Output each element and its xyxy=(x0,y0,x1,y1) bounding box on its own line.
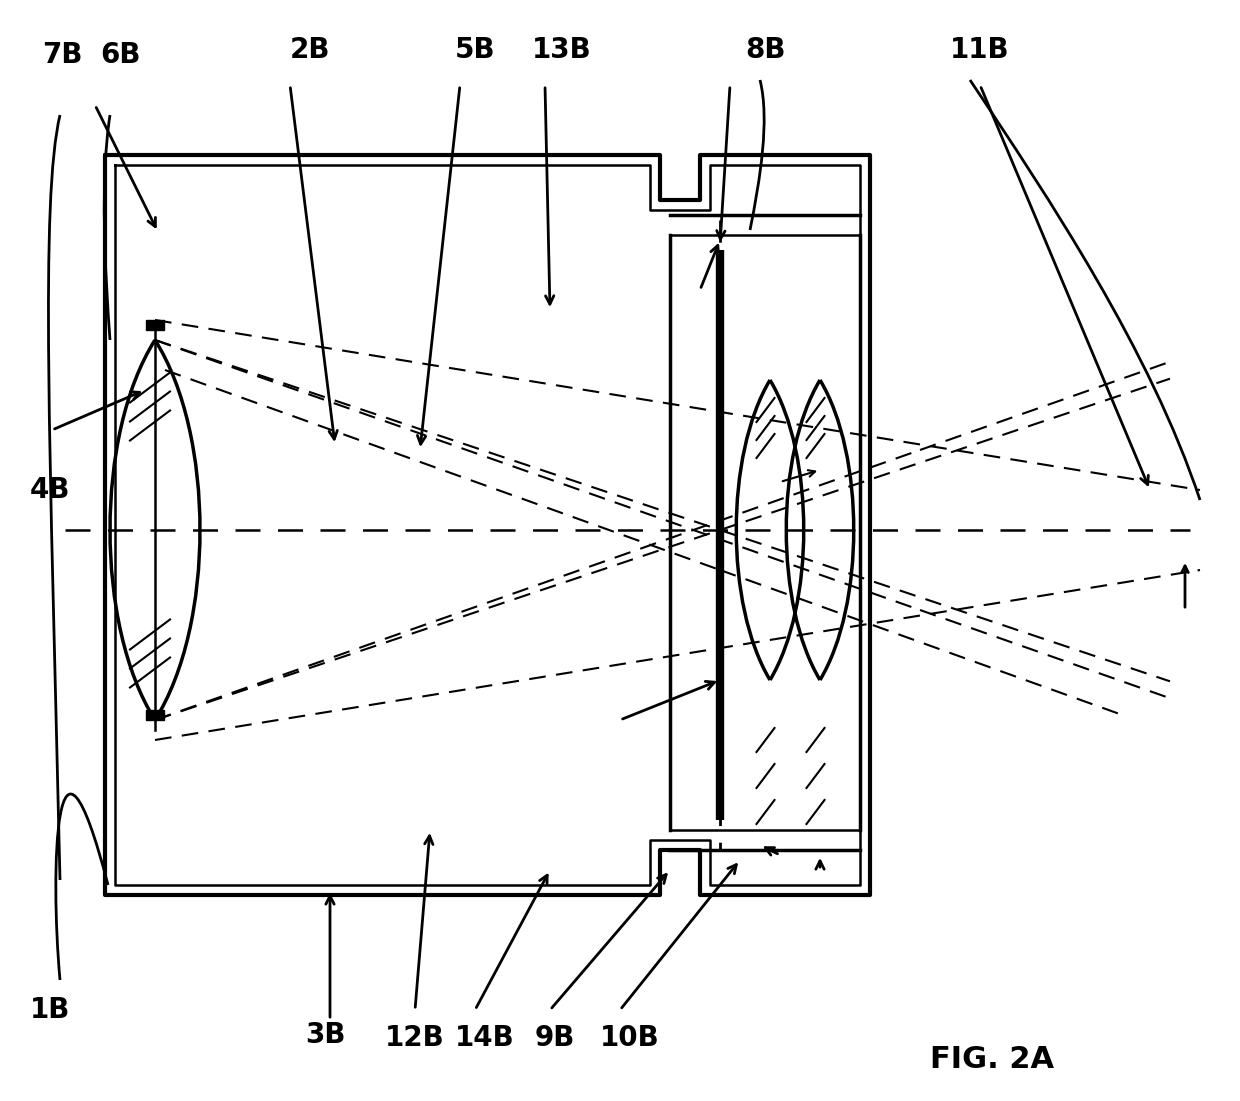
Text: 13B: 13B xyxy=(532,36,591,64)
Text: 6B: 6B xyxy=(100,41,140,69)
Text: 8B: 8B xyxy=(745,36,785,64)
Text: FIG. 2A: FIG. 2A xyxy=(930,1046,1054,1075)
Bar xyxy=(146,710,164,720)
Text: 7B: 7B xyxy=(42,41,83,69)
Text: 2B: 2B xyxy=(290,36,331,64)
Text: 3B: 3B xyxy=(305,1021,346,1049)
Text: 4B: 4B xyxy=(30,476,71,504)
Text: 14B: 14B xyxy=(455,1024,515,1051)
Text: 10B: 10B xyxy=(600,1024,660,1051)
Text: 1B: 1B xyxy=(30,996,71,1024)
Text: 11B: 11B xyxy=(950,36,1009,64)
Text: 9B: 9B xyxy=(534,1024,575,1051)
Text: 12B: 12B xyxy=(384,1024,445,1051)
Text: 5B: 5B xyxy=(455,36,496,64)
Bar xyxy=(146,320,164,330)
